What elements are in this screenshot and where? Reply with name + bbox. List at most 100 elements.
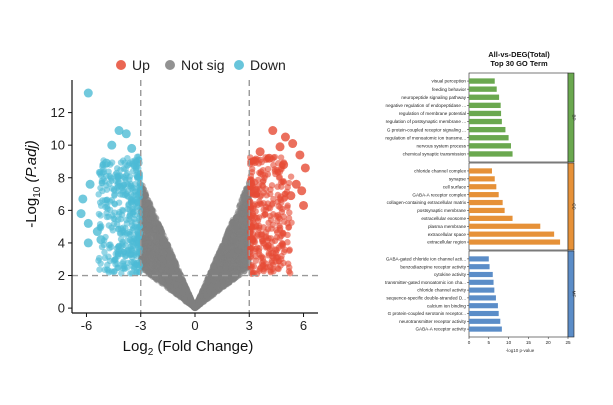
go-bar (469, 295, 496, 301)
point-up (276, 222, 283, 229)
point-notsig (241, 219, 249, 226)
point-down (116, 172, 123, 179)
point-up (278, 232, 285, 239)
point-down (131, 219, 139, 226)
go-group-strip (567, 250, 575, 338)
go-term-label: GABA-A receptor activity (415, 327, 466, 332)
go-bar (469, 168, 492, 174)
point-notsig (189, 299, 196, 307)
go-bar (469, 303, 498, 309)
go-bar (469, 143, 511, 149)
point-up (254, 176, 262, 184)
point-up-outlier (264, 153, 274, 163)
point-up (266, 212, 274, 220)
y-tick-label: 6 (58, 203, 65, 218)
point-down (134, 199, 141, 206)
point-down (96, 170, 103, 177)
legend-marker-notsig (165, 60, 175, 70)
point-notsig (236, 202, 244, 210)
x-tick-label: 3 (246, 318, 253, 333)
point-down-outlier (83, 218, 93, 228)
go-term-label: nervous system process (416, 143, 466, 148)
point-notsig (227, 261, 235, 268)
point-up (254, 201, 261, 209)
go-x-tick-label: 15 (526, 340, 532, 345)
point-down (121, 159, 128, 167)
point-notsig (172, 260, 179, 268)
go-term-label: GABA-A receptor complex (412, 192, 466, 197)
point-up-outlier (288, 139, 298, 149)
point-down (97, 202, 105, 209)
point-down (135, 239, 142, 246)
point-up (256, 267, 263, 274)
go-bar (469, 256, 489, 262)
point-down (108, 177, 115, 184)
point-down (130, 258, 137, 266)
point-up (252, 253, 259, 260)
point-notsig (220, 245, 227, 252)
point-notsig (145, 269, 153, 277)
point-down (113, 221, 121, 228)
point-up (247, 248, 254, 255)
point-up (257, 168, 265, 175)
go-bar (469, 231, 555, 237)
point-down-outlier (92, 227, 102, 237)
point-notsig (148, 259, 155, 266)
point-notsig (158, 277, 166, 284)
legend-marker-up (116, 60, 126, 70)
point-notsig (172, 281, 179, 289)
go-bar (469, 86, 497, 92)
point-up (281, 218, 288, 225)
point-down-outlier (121, 129, 131, 139)
point-up (261, 211, 269, 218)
go-bar (469, 176, 495, 182)
point-up (258, 253, 266, 260)
point-notsig (141, 246, 148, 253)
point-up (259, 183, 267, 190)
point-down (101, 266, 108, 273)
go-panel-frame (468, 250, 569, 338)
point-down (130, 162, 137, 169)
go-bar (469, 287, 495, 293)
point-notsig (232, 269, 240, 276)
point-down-outlier (76, 209, 86, 219)
point-up-outlier (268, 126, 278, 136)
x-tick-label: 0 (191, 318, 198, 333)
point-down (111, 268, 118, 275)
point-notsig (222, 264, 229, 271)
point-down (116, 209, 123, 216)
point-down (115, 199, 123, 206)
point-notsig (241, 209, 249, 216)
go-term-label: cytokine activity (434, 272, 467, 277)
point-down-outlier (107, 140, 117, 150)
point-notsig (229, 232, 237, 239)
go-term-label: feeding behavior (432, 87, 466, 92)
go-chart-title-line2: Top 30 GO Term (490, 59, 548, 68)
go-term-label: extracellular exosome (421, 216, 466, 221)
volcano-plot: Up Not sig Down -6 -3 0 3 6 0 2 4 6 8 10 12 Log2 (F… (23, 57, 318, 358)
go-bar (469, 102, 501, 109)
point-down (111, 191, 118, 198)
go-term-label: negative regulation of endopeptidase ... (386, 103, 466, 108)
go-term-label: extracellular space (428, 232, 467, 237)
point-down (114, 226, 122, 233)
point-up-outlier (286, 191, 296, 201)
point-notsig (241, 267, 248, 275)
point-up (287, 173, 295, 180)
point-down (113, 165, 121, 172)
go-term-label: synapse (449, 176, 467, 181)
x-tick-label: -3 (135, 318, 147, 333)
point-notsig (179, 289, 186, 296)
point-down (134, 229, 142, 236)
point-down (106, 244, 113, 252)
x-tick-label: 6 (300, 318, 307, 333)
go-bar (469, 126, 506, 133)
legend-label-notsig: Not sig (181, 57, 225, 73)
point-up-outlier (295, 150, 305, 160)
y-tick-label: 0 (58, 301, 65, 316)
point-down-outlier (78, 194, 88, 204)
point-down (109, 227, 117, 234)
point-notsig (217, 273, 224, 280)
point-notsig (145, 224, 152, 231)
point-down-outlier (83, 238, 93, 248)
